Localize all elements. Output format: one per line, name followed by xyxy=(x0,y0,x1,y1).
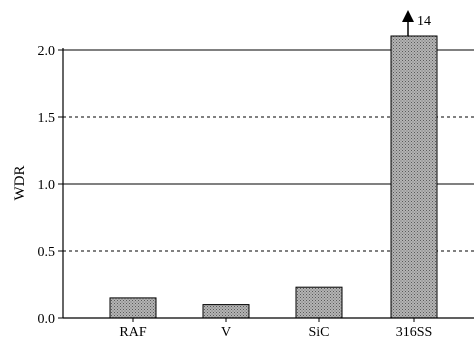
bars xyxy=(109,35,438,319)
bar-raf xyxy=(109,297,157,319)
x-tick-label-sic: SiC xyxy=(308,325,329,338)
y-tick-label: 1.0 xyxy=(38,178,56,193)
y-axis-ticks: 0.0 0.5 1.0 1.5 2.0 xyxy=(38,44,63,327)
y-tick-label: 2.0 xyxy=(38,44,56,59)
annotation-value: 14 xyxy=(417,14,431,29)
axes xyxy=(62,48,474,319)
bar-316ss xyxy=(390,35,438,319)
x-axis-labels: RAF V SiC 316SS xyxy=(119,318,432,338)
y-tick-label: 0.5 xyxy=(38,245,56,260)
x-tick-label-raf: RAF xyxy=(119,325,146,338)
y-tick-label: 1.5 xyxy=(38,111,56,126)
x-tick-label-316ss: 316SS xyxy=(396,325,433,338)
bar-v xyxy=(202,304,250,319)
up-arrow-icon xyxy=(402,10,414,22)
overflow-annotation: 14 xyxy=(402,10,431,36)
bar-sic xyxy=(295,286,343,319)
y-tick-label: 0.0 xyxy=(38,312,56,327)
x-tick-label-v: V xyxy=(221,325,231,338)
y-axis-label: WDR xyxy=(12,166,28,201)
